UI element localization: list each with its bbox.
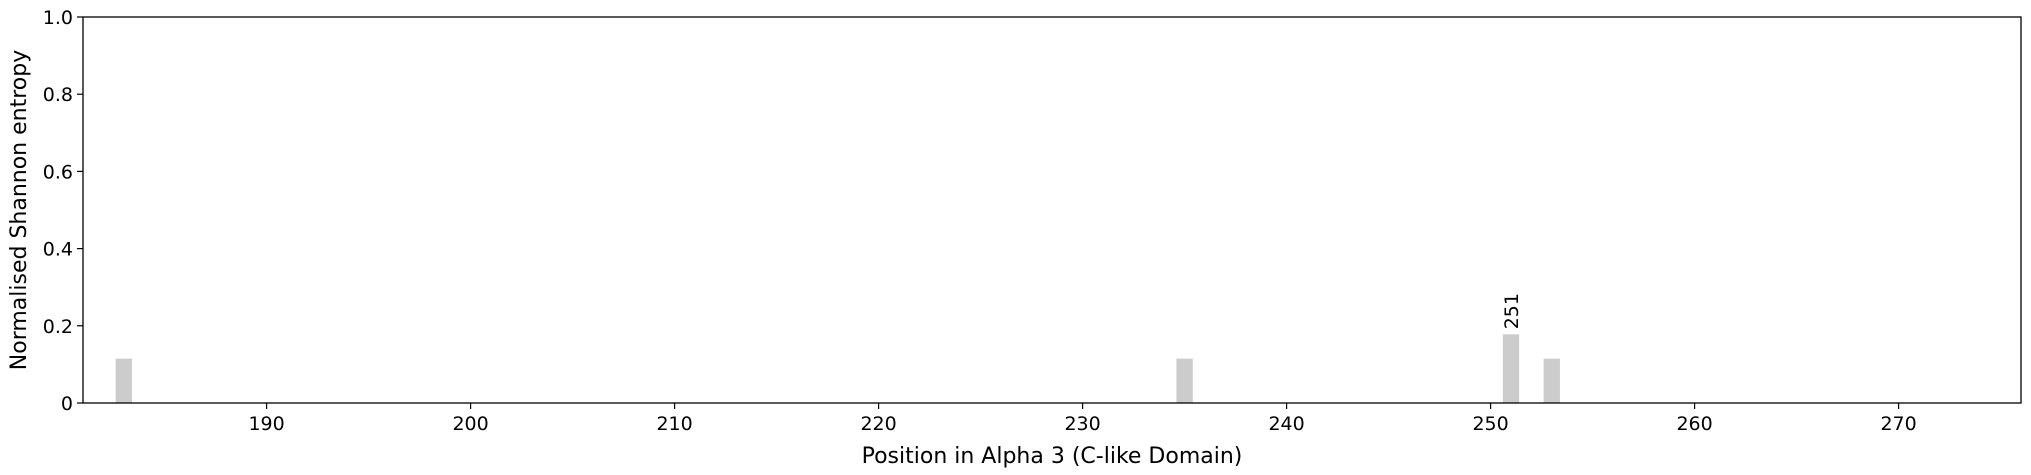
x-tick-label: 190 <box>248 413 284 435</box>
plot-frame <box>82 16 2022 404</box>
y-axis-label: Normalised Shannon entropy <box>7 50 32 370</box>
bar-235 <box>1176 358 1193 403</box>
x-tick-label: 200 <box>452 413 488 435</box>
x-tick-label: 260 <box>1676 413 1712 435</box>
x-tick-label: 270 <box>1880 413 1916 435</box>
plot-background <box>83 17 2021 403</box>
bars-group <box>115 334 1560 403</box>
y-tick-label: 1.0 <box>43 7 73 29</box>
x-tick-label: 240 <box>1268 413 1304 435</box>
y-tick-label: 0 <box>61 393 73 415</box>
y-axis-ticks: 0 0.2 0.4 0.6 0.8 1.0 <box>43 7 83 415</box>
x-tick-label: 210 <box>656 413 692 435</box>
x-tick-label: 250 <box>1472 413 1508 435</box>
y-tick-label: 0.6 <box>43 161 73 183</box>
bar-253 <box>1543 358 1560 403</box>
x-tick-label: 230 <box>1064 413 1100 435</box>
bar-183 <box>115 358 132 403</box>
y-tick-label: 0.4 <box>43 239 73 261</box>
x-axis-label: Position in Alpha 3 (C-like Domain) <box>862 444 1243 469</box>
y-tick-label: 0.8 <box>43 84 73 106</box>
x-axis-ticks: 190 200 210 220 230 240 250 260 270 <box>248 403 1917 435</box>
bar-annotations: 251 <box>1501 293 1523 329</box>
y-tick-label: 0.2 <box>43 316 73 338</box>
bar-251 <box>1502 334 1520 403</box>
bar-annotation-251: 251 <box>1501 293 1523 329</box>
x-tick-label: 220 <box>860 413 896 435</box>
